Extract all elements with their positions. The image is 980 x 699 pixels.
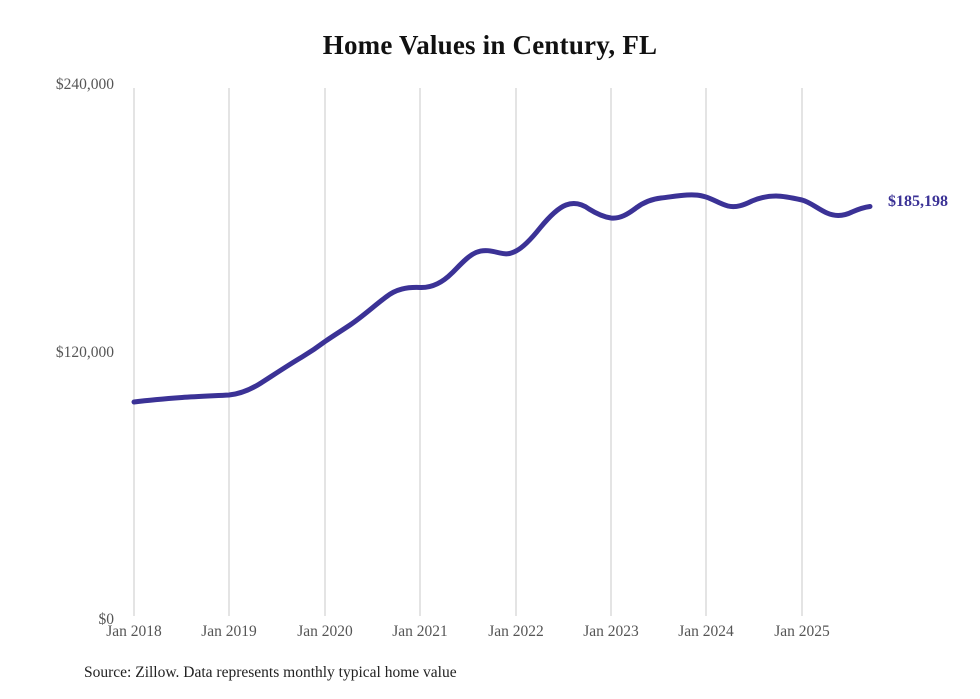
home-value-line xyxy=(131,192,873,405)
x-tick-label: Jan 2018 xyxy=(106,623,162,640)
x-tick-label: Jan 2025 xyxy=(774,623,830,640)
chart-title: Home Values in Century, FL xyxy=(322,30,658,60)
x-tick-label: Jan 2023 xyxy=(583,623,639,640)
end-value-annotation: $185,198 xyxy=(888,193,948,210)
y-tick-label: $120,000 xyxy=(55,343,114,361)
gridlines-group xyxy=(133,88,803,616)
source-note: Source: Zillow. Data represents monthly … xyxy=(84,664,457,681)
y-tick-label: $240,000 xyxy=(55,76,114,93)
x-tick-label: Jan 2019 xyxy=(201,623,257,640)
x-tick-label: Jan 2022 xyxy=(488,623,544,640)
x-tick-label: Jan 2021 xyxy=(392,623,448,640)
y-tick-label: $0 xyxy=(98,611,115,628)
x-tick-label: Jan 2020 xyxy=(297,623,353,640)
x-tick-label: Jan 2024 xyxy=(678,623,734,640)
